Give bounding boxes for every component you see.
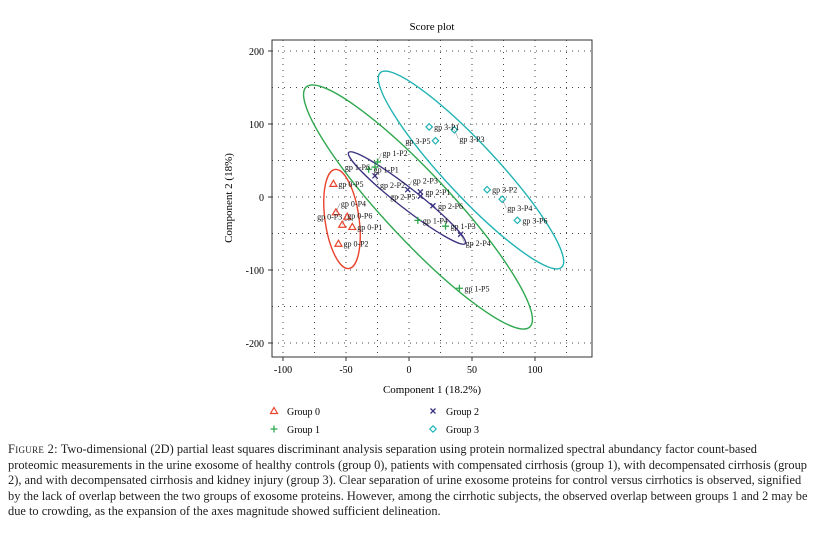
confidence-ellipse [302, 84, 534, 330]
label-leader-line [501, 199, 507, 209]
point-label: gp 0-P2 [343, 240, 368, 249]
score-plot: Score plot Component 1 (18.2%) Component… [223, 21, 593, 436]
label-leader-line [377, 152, 382, 163]
data-point [483, 185, 492, 194]
legend-marker [430, 408, 436, 414]
confidence-ellipse [323, 168, 361, 270]
point-label: gp 3-P6 [522, 216, 547, 225]
data-point [328, 179, 338, 187]
point-label: gp 0-P6 [347, 212, 372, 221]
x-tick-label: 0 [407, 365, 412, 376]
point-label: gp 1-P5 [464, 284, 489, 293]
point-label: gp 2-P4 [466, 239, 491, 248]
plot-frame [271, 39, 593, 358]
data-point [498, 195, 507, 204]
point-label: gp 3-P4 [507, 204, 532, 213]
legend-label: Group 2 [446, 407, 479, 418]
point-label: gp 2-P6 [438, 202, 463, 211]
x-tick-label: 50 [467, 365, 477, 376]
point-label: gp 2-P5 [390, 192, 415, 201]
point-label: gp 2-P2 [380, 181, 405, 190]
data-point [342, 212, 352, 220]
y-tick-label: 0 [259, 193, 264, 204]
y-tick-label: 200 [249, 47, 264, 58]
data-point [404, 186, 411, 193]
figure-caption: Figure 2: Two-dimensional (2D) partial l… [8, 442, 808, 520]
legend-marker [428, 424, 438, 434]
data-point [457, 231, 464, 238]
point-label: gp 3-P5 [405, 137, 430, 146]
data-point [337, 220, 347, 228]
point-label: gp 0-P3 [317, 213, 342, 222]
data-point [455, 284, 463, 292]
figure-label: Figure 2: [8, 442, 58, 456]
point-label: gp 3-P1 [434, 123, 459, 132]
y-tick-label: -100 [246, 266, 264, 277]
legend-marker [269, 406, 279, 415]
x-tick-label: -50 [339, 365, 352, 376]
data-point [333, 239, 343, 247]
y-tick-label: 100 [249, 120, 264, 131]
legend-marker [270, 425, 278, 433]
legend-label: Group 3 [446, 425, 479, 436]
point-label: gp 3-P3 [459, 135, 484, 144]
y-axis-label: Component 2 (18%) [223, 153, 235, 243]
data-point [417, 188, 424, 195]
data-point [431, 136, 440, 145]
data-point [331, 207, 341, 216]
data-point [347, 222, 357, 231]
point-label: gp 0-P5 [338, 180, 363, 189]
label-leader-line [454, 129, 459, 139]
legend-label: Group 1 [287, 425, 320, 436]
chart-title: Score plot [410, 21, 455, 33]
data-point [429, 202, 436, 209]
data-point [450, 125, 459, 134]
data-point [374, 158, 381, 166]
data-point [442, 222, 450, 230]
data-point [417, 193, 424, 200]
data-point [425, 122, 434, 131]
point-label: gp 1-P1 [374, 165, 399, 174]
data-point [371, 163, 379, 171]
caption-text: Two-dimensional (2D) partial least squar… [8, 442, 808, 519]
point-label: gp 3-P2 [492, 186, 517, 195]
data-point [372, 172, 378, 179]
data-point [365, 165, 373, 173]
point-label: gp 1-P4 [423, 216, 448, 225]
point-label: gp 1-P3 [451, 222, 476, 231]
data-point [414, 216, 422, 224]
point-label: gp 0-P4 [341, 199, 366, 208]
legend-label: Group 0 [287, 407, 320, 418]
x-tick-label: -100 [274, 365, 292, 376]
data-point [513, 216, 522, 225]
point-label: gp 1-P6 [345, 163, 370, 172]
point-label: gp 2-P3 [413, 177, 438, 186]
x-axis-label: Component 1 (18.2%) [383, 384, 481, 396]
point-label: gp 2-P1 [425, 188, 450, 197]
confidence-ellipse [377, 70, 565, 270]
confidence-ellipse [347, 151, 467, 245]
point-label: gp 1-P2 [383, 149, 408, 158]
y-tick-label: -200 [246, 339, 264, 350]
x-tick-label: 100 [528, 365, 543, 376]
point-label: gp 0-P1 [357, 223, 382, 232]
